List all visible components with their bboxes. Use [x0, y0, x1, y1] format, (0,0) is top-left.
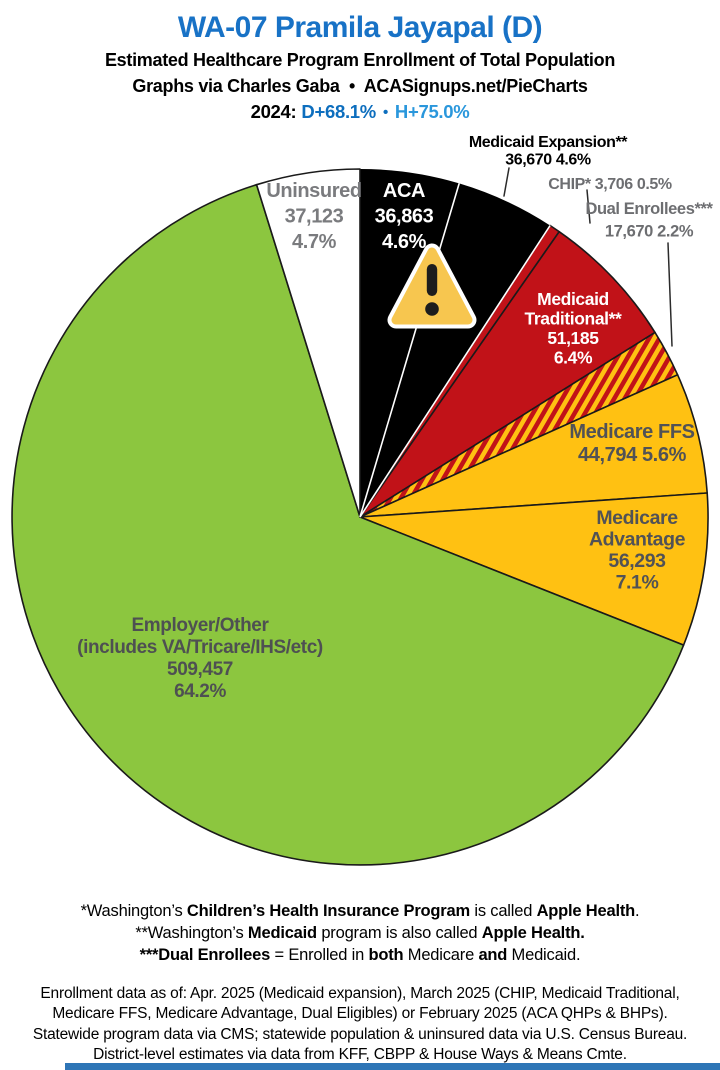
callout-line-dual-enrollees [667, 242, 673, 347]
slice-label-dual-enrollees: Dual Enrollees*** 17,670 2.2% [585, 200, 713, 241]
pie-slice-employer-other [11, 183, 685, 866]
slice-label-medicaid-expansion: Medicaid Expansion** 36,670 4.6% [469, 134, 628, 169]
warning-icon [387, 243, 477, 329]
subtitle: Estimated Healthcare Program Enrollment … [104, 50, 616, 70]
slice-label-medicare-advantage: Medicare Advantage 56,293 7.1% [589, 507, 686, 594]
slice-label-medicaid-traditional: Medicaid Traditional** 51,185 6.4% [525, 289, 622, 368]
partisan-d-value: D+68.1% [301, 101, 376, 122]
slice-label-chip: CHIP* 3,706 0.5% [548, 176, 672, 193]
credit-line: Graphs via Charles Gaba • ACASignups.net… [132, 76, 588, 96]
pie-slice-uninsured [255, 168, 361, 518]
partisan-year-label: 2024: [250, 101, 297, 122]
footnotes: *Washington’s Children’s Health Insuranc… [0, 901, 720, 966]
footnote-dual-enrollees: ***Dual Enrollees = Enrolled in both Med… [139, 945, 581, 964]
partisan-h-value: H+75.0% [394, 101, 470, 122]
header: WA-07 Pramila Jayapal (D) Estimated Heal… [0, 0, 720, 123]
data-sources: Enrollment data as of: Apr. 2025 (Medica… [0, 984, 720, 1065]
slice-label-medicare-ffs: Medicare FFS 44,794 5.6% [569, 421, 694, 466]
slice-label-aca: ACA 36,863 4.6% [375, 180, 434, 253]
footnote-chip: *Washington’s Children’s Health Insuranc… [80, 902, 640, 920]
bullet-separator-icon: • [382, 104, 388, 121]
source-line: Statewide program data via CMS; statewid… [32, 1025, 688, 1043]
page-title: WA-07 Pramila Jayapal (D) [177, 11, 543, 44]
pie-slice-medicaid-traditional [359, 230, 656, 518]
source-line: Enrollment data as of: Apr. 2025 (Medica… [40, 985, 680, 1002]
slice-separator [359, 225, 551, 518]
bottom-accent-bar [65, 1063, 720, 1070]
source-line: Medicare FFS, Medicare Advantage, Dual E… [52, 1005, 668, 1023]
partisan-lean-line: 2024: D+68.1% • H+75.0% [0, 101, 720, 123]
callout-line-chip [586, 189, 591, 224]
slice-label-employer-other: Employer/Other (includes VA/Tricare/IHS/e… [77, 615, 323, 702]
callout-line-medicaid-expansion [503, 167, 510, 197]
source-line: District-level estimates via data from K… [93, 1045, 627, 1063]
pie-slice-medicare-advantage [359, 492, 709, 646]
footnote-medicaid: **Washington’s Medicaid program is also … [135, 923, 585, 942]
slice-label-uninsured: Uninsured 37,123 4.7% [266, 180, 361, 253]
pie-slice-medicaid-expansion [360, 183, 551, 517]
slice-separator [359, 183, 460, 518]
